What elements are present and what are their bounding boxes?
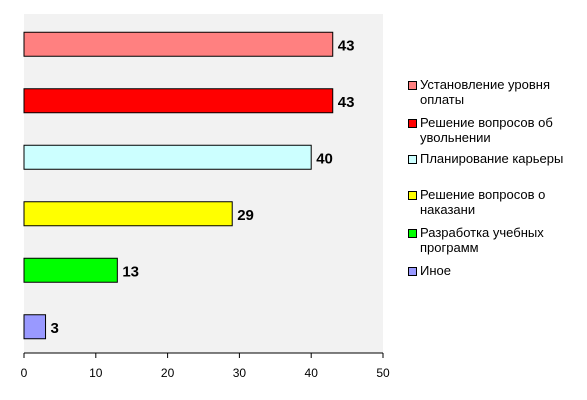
legend-swatch [408, 229, 417, 238]
x-tick-label: 20 [161, 366, 175, 380]
legend-swatch [408, 191, 417, 200]
legend-label: Решение вопросов об увольнении [420, 115, 553, 145]
data-label: 3 [51, 320, 59, 337]
x-tick-label: 10 [89, 366, 103, 380]
legend-label: Разработка учебных программ [420, 225, 544, 255]
legend-swatch [408, 267, 417, 276]
data-label: 13 [122, 263, 139, 280]
x-tick-label: 50 [376, 366, 390, 380]
legend-item: Иное [408, 263, 586, 278]
legend-swatch [408, 81, 417, 90]
x-tick-label: 40 [305, 366, 319, 380]
data-label: 43 [338, 37, 355, 54]
legend-item: Планирование карьеры [408, 151, 586, 166]
legend-label: Установление уровня оплаты [420, 77, 550, 107]
legend-item: Решение вопросов об увольнении [408, 115, 586, 145]
bar [23, 31, 334, 57]
bar [23, 88, 334, 114]
legend-swatch [408, 119, 417, 128]
data-label: 29 [237, 207, 254, 224]
legend-label: Решение вопросов о наказани [420, 187, 546, 217]
legend-label: Иное [420, 263, 451, 278]
bar [23, 144, 312, 170]
legend-item: Разработка учебных программ [408, 225, 586, 255]
bar [23, 257, 118, 283]
plot-area [24, 14, 383, 353]
legend-swatch [408, 155, 417, 164]
bar [23, 314, 47, 340]
data-label: 43 [338, 94, 355, 111]
legend-item: Решение вопросов о наказани [408, 187, 586, 217]
x-tick-label: 0 [21, 366, 28, 380]
x-tick-label: 30 [233, 366, 247, 380]
bar [23, 201, 233, 227]
data-label: 40 [316, 150, 333, 167]
legend-label: Планирование карьеры [420, 151, 564, 166]
legend-item: Установление уровня оплаты [408, 77, 586, 107]
